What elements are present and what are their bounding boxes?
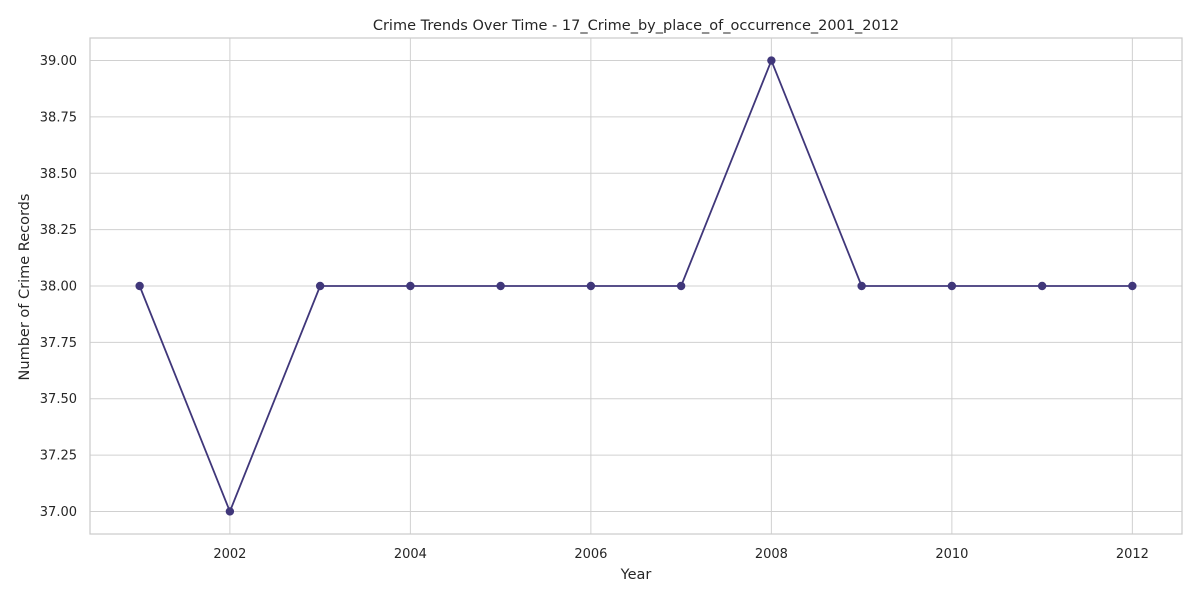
data-point	[225, 507, 235, 516]
y-tick-label: 37.75	[40, 336, 77, 351]
x-tick-labels: 2002 2004 2006 2008 2010 2012	[213, 547, 1149, 562]
data-point	[1037, 281, 1047, 291]
x-axis-label: Year	[620, 567, 652, 583]
y-tick-label: 38.50	[40, 167, 77, 182]
series-line	[138, 59, 1133, 513]
data-point	[676, 281, 686, 291]
y-tick-labels: 37.00 37.25 37.50 37.75 38.00 38.25 38.50 38.75…	[40, 54, 77, 520]
data-point	[947, 281, 957, 291]
y-tick-label: 37.50	[40, 392, 77, 407]
data-point	[857, 281, 866, 291]
data-point	[586, 281, 596, 291]
x-tick-label: 2006	[574, 547, 607, 562]
y-tick-label: 37.25	[40, 449, 77, 464]
y-tick-label: 37.00	[40, 505, 77, 520]
data-point	[406, 281, 415, 291]
y-tick-label: 38.75	[40, 110, 77, 125]
plot-frame	[89, 37, 1183, 535]
y-tick-label: 38.00	[40, 280, 77, 295]
chart-title: Crime Trends Over Time - 17_Crime_by_pla…	[373, 18, 899, 34]
y-grid	[90, 60, 1182, 512]
x-tick-label: 2012	[1116, 547, 1149, 562]
data-point	[1128, 281, 1137, 291]
x-tick-label: 2008	[755, 547, 788, 562]
x-tick-label: 2010	[935, 547, 968, 562]
data-point	[496, 281, 505, 291]
x-tick-label: 2002	[213, 547, 246, 562]
data-point	[315, 281, 325, 291]
data-point	[767, 56, 776, 65]
series-group	[135, 56, 1137, 516]
y-tick-label: 39.00	[40, 54, 77, 69]
y-axis-label: Number of Crime Records	[17, 194, 33, 381]
x-tick-label: 2004	[394, 547, 427, 562]
y-tick-label: 38.25	[40, 223, 77, 238]
data-point	[135, 281, 144, 291]
